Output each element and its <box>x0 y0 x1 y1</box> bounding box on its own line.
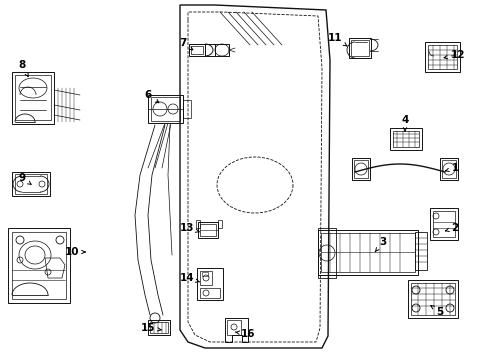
Bar <box>407 280 457 318</box>
Text: 1: 1 <box>445 163 458 173</box>
Text: 15: 15 <box>141 323 161 333</box>
Bar <box>410 283 454 315</box>
Bar <box>198 222 218 238</box>
Bar <box>218 220 222 228</box>
Bar <box>189 44 204 56</box>
Bar <box>197 268 223 300</box>
Bar <box>389 128 421 150</box>
Bar <box>15 174 47 194</box>
Bar <box>351 158 369 180</box>
Bar <box>151 97 180 121</box>
Text: 16: 16 <box>235 329 255 339</box>
Text: 3: 3 <box>374 237 386 252</box>
Bar <box>353 160 367 178</box>
Bar <box>200 224 216 236</box>
Bar <box>350 40 368 56</box>
Bar <box>226 320 241 335</box>
Bar <box>432 211 454 237</box>
Bar <box>8 228 70 303</box>
Text: 12: 12 <box>443 50 464 60</box>
Bar <box>441 160 455 178</box>
Text: 2: 2 <box>445 223 458 233</box>
Bar <box>320 233 414 272</box>
Bar <box>439 158 457 180</box>
Text: 13: 13 <box>180 223 199 233</box>
Text: 14: 14 <box>179 273 200 283</box>
Bar <box>215 44 228 56</box>
Bar <box>15 75 51 120</box>
Bar <box>200 288 220 298</box>
Text: 9: 9 <box>19 173 31 184</box>
Text: 8: 8 <box>19 60 28 77</box>
Text: 5: 5 <box>430 306 443 317</box>
Bar <box>12 172 50 196</box>
Bar <box>12 72 54 124</box>
Bar <box>424 42 459 72</box>
Text: 7: 7 <box>179 38 192 50</box>
Bar <box>348 38 370 58</box>
Bar <box>148 95 183 123</box>
Text: 10: 10 <box>64 247 85 257</box>
Bar <box>317 230 417 275</box>
Bar <box>150 322 168 333</box>
Bar <box>183 100 191 118</box>
Text: 6: 6 <box>144 90 159 103</box>
Bar <box>429 208 457 240</box>
Text: 4: 4 <box>401 115 408 131</box>
Bar <box>317 228 335 278</box>
Bar <box>414 232 426 270</box>
Bar <box>148 320 170 335</box>
Bar <box>427 45 456 69</box>
Bar <box>202 272 207 276</box>
Bar <box>196 220 200 228</box>
Bar <box>12 232 66 299</box>
Bar <box>200 271 212 285</box>
Text: 11: 11 <box>327 33 346 46</box>
Bar <box>392 131 418 147</box>
Bar <box>191 46 203 54</box>
